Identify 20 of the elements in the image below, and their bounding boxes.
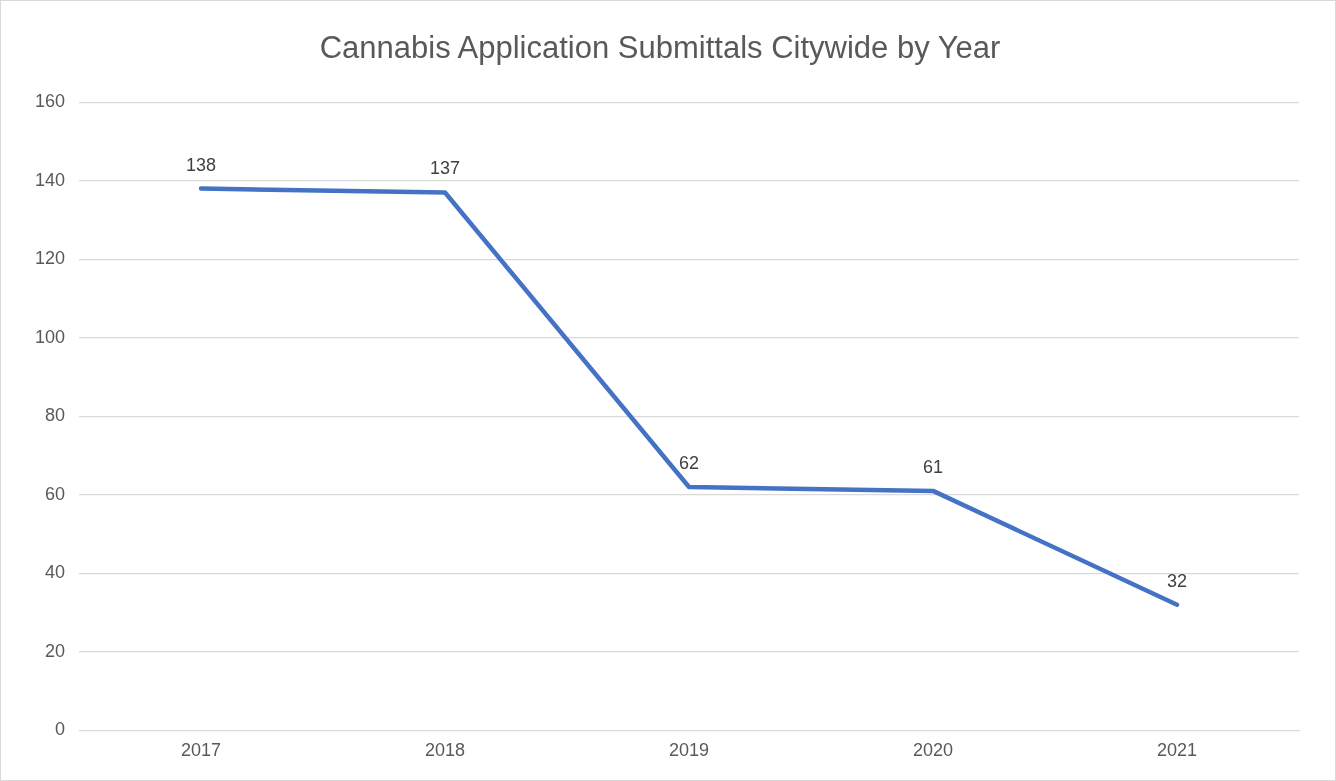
y-tick-label: 80: [45, 405, 66, 426]
data-label: 137: [430, 158, 461, 179]
x-tick-label: 2018: [425, 740, 466, 761]
chart-title: Cannabis Application Submittals Citywide by Year: [319, 30, 1001, 66]
y-tick-label: 160: [34, 91, 66, 112]
y-tick-label: 140: [34, 169, 66, 190]
data-label: 32: [1166, 570, 1188, 591]
data-label: 138: [186, 154, 217, 175]
y-tick-label: 100: [34, 326, 66, 347]
y-tick-label: 0: [55, 719, 66, 740]
y-tick-label: 120: [34, 248, 66, 269]
x-tick-label: 2019: [668, 740, 710, 761]
y-tick-label: 20: [45, 640, 66, 661]
x-tick-label: 2021: [1156, 740, 1198, 761]
y-tick-label: 40: [45, 562, 66, 583]
data-label: 61: [922, 456, 944, 477]
y-tick-label: 60: [45, 483, 66, 504]
x-tick-label: 2020: [912, 740, 954, 761]
x-tick-label: 2017: [181, 740, 222, 761]
data-label: 62: [679, 452, 700, 473]
